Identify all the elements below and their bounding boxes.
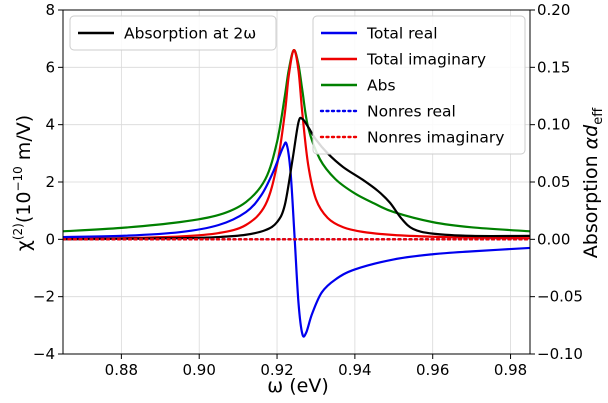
y-right-tick-label: 0.00	[537, 230, 570, 248]
legend-left: Absorption at 2ω	[69, 15, 277, 51]
legend-box	[312, 15, 526, 155]
y-right-label-subscript: eff	[591, 107, 606, 125]
y-left-tick-label: −4	[33, 345, 55, 363]
x-tick-label: 0.98	[494, 361, 527, 379]
y-right-label-symbol: αd	[580, 124, 602, 150]
y-left-tick-label: 6	[45, 58, 55, 76]
y-axis-right-label: Absorption αdeff	[580, 107, 606, 258]
y-left-tick-label: −2	[33, 288, 55, 306]
legend-label: Abs	[367, 77, 396, 95]
x-tick-label: 0.92	[260, 361, 293, 379]
y-left-tick-label: 0	[45, 230, 55, 248]
legend-box	[69, 15, 277, 51]
y-left-label-exponent: −10	[11, 166, 25, 191]
legend-label: Total imaginary	[366, 51, 486, 69]
x-tick-label: 0.96	[416, 361, 449, 379]
y-left-tick-label: 2	[45, 173, 55, 191]
axis-ticks: 0.88 0.90 0.92 0.94 0.96 0.98 −4 −2 0 2 4 6 8 −0.10 −0…	[33, 1, 583, 379]
series-line-total-real	[63, 141, 530, 338]
legend-label: Absorption at 2ω	[124, 25, 256, 43]
legend-right: Total real Total imaginary Abs Nonres real N…	[312, 15, 526, 155]
y-right-tick-label: 0.20	[537, 1, 570, 19]
y-left-label-order: (2)	[11, 223, 25, 240]
legend-label: Nonres real	[367, 103, 456, 121]
x-tick-label: 0.94	[338, 361, 371, 379]
legend-label: Nonres imaginary	[367, 129, 504, 147]
y-right-tick-label: −0.10	[537, 345, 583, 363]
y-left-label-symbol: χ	[13, 240, 35, 251]
legend-label: Total real	[366, 25, 438, 43]
x-axis-label: ω (eV)	[267, 375, 328, 397]
y-right-tick-label: 0.15	[537, 58, 570, 76]
y-right-label-word: Absorption	[580, 149, 602, 258]
x-tick-label: 0.90	[183, 361, 216, 379]
y-axis-left-label: χ(2)(10−10 m/V)	[11, 115, 35, 251]
y-right-tick-label: 0.10	[537, 116, 570, 134]
y-left-label-unit-open: (10	[13, 192, 35, 224]
series-line-total-imaginary	[63, 49, 530, 240]
series-line-absorption-at-2	[63, 116, 530, 241]
y-left-tick-label: 4	[45, 116, 55, 134]
y-right-tick-label: −0.05	[537, 288, 583, 306]
x-tick-label: 0.88	[105, 361, 138, 379]
y-left-tick-label: 8	[45, 1, 55, 19]
y-left-label-unit: m/V)	[13, 115, 35, 166]
y-right-tick-label: 0.05	[537, 173, 570, 191]
series-lines	[63, 49, 530, 338]
